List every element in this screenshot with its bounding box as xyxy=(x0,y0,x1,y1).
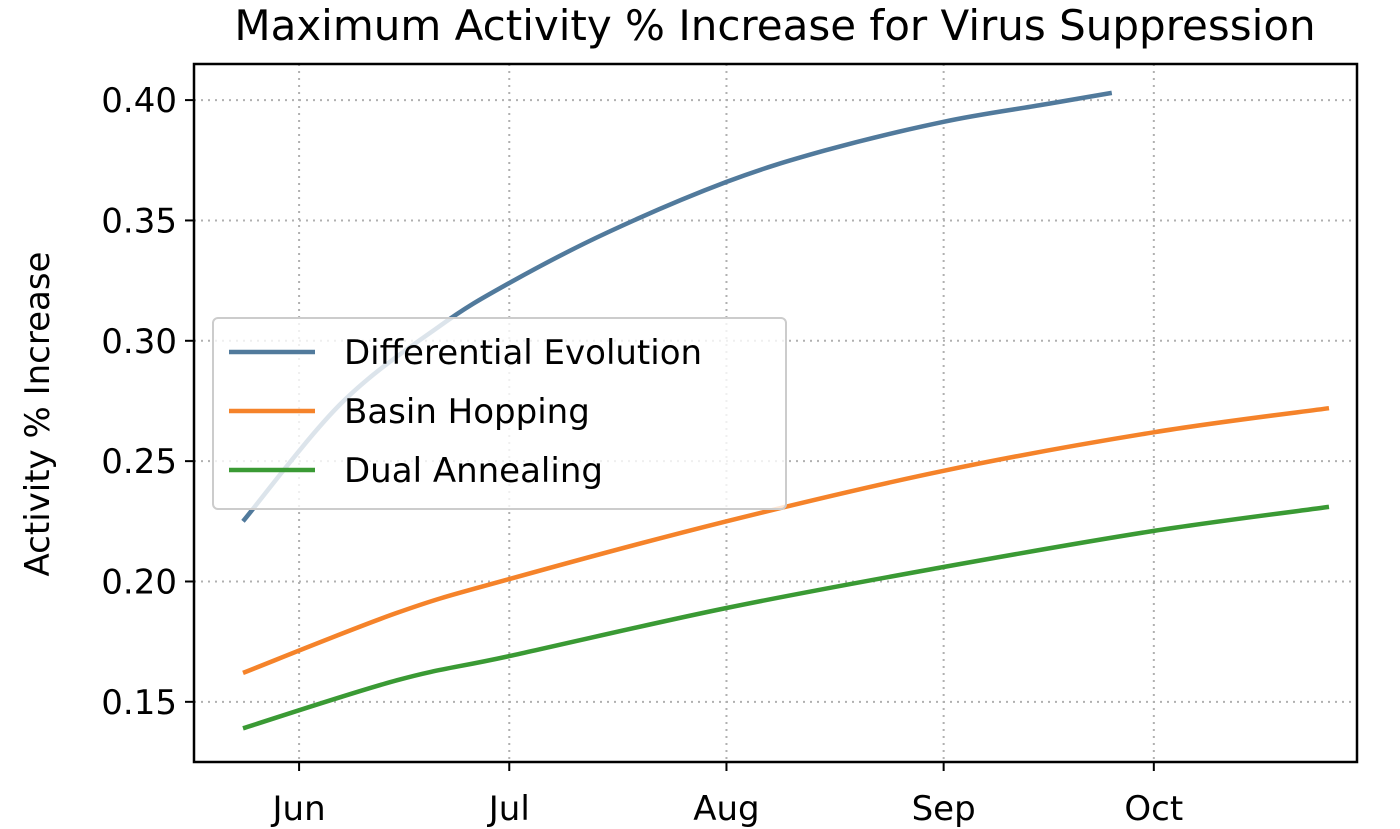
y-tick-label: 0.35 xyxy=(101,201,177,241)
x-tick-label: Jul xyxy=(487,789,530,829)
y-tick-label: 0.20 xyxy=(101,562,177,602)
x-tick-label: Oct xyxy=(1124,789,1183,829)
y-tick-label: 0.40 xyxy=(101,81,177,121)
x-tick-label: Jun xyxy=(271,789,326,829)
series-line-basin-hopping xyxy=(242,405,1330,675)
legend-label: Dual Annealing xyxy=(344,451,603,491)
y-tick-label: 0.30 xyxy=(101,322,177,362)
plot-frame xyxy=(192,62,1359,764)
series-line-dual-annealing xyxy=(242,504,1330,731)
y-axis-label: Activity % Increase xyxy=(18,252,58,577)
chart-title: Maximum Activity % Increase for Virus Su… xyxy=(234,1,1315,50)
y-tick-label: 0.25 xyxy=(101,442,177,482)
y-tick-label: 0.15 xyxy=(101,683,177,723)
x-tick-label: Sep xyxy=(912,789,976,829)
legend-label: Differential Evolution xyxy=(344,333,702,373)
axis-ticks: 0.15 0.20 0.25 0.30 0.35 0.40 Jun Jul Aug Sep Oct xyxy=(101,81,1183,829)
legend: Differential Evolution Basin Hopping Dual … xyxy=(212,317,787,510)
x-tick-label: Aug xyxy=(693,789,759,829)
legend-box xyxy=(212,317,787,510)
legend-label: Basin Hopping xyxy=(344,392,590,432)
